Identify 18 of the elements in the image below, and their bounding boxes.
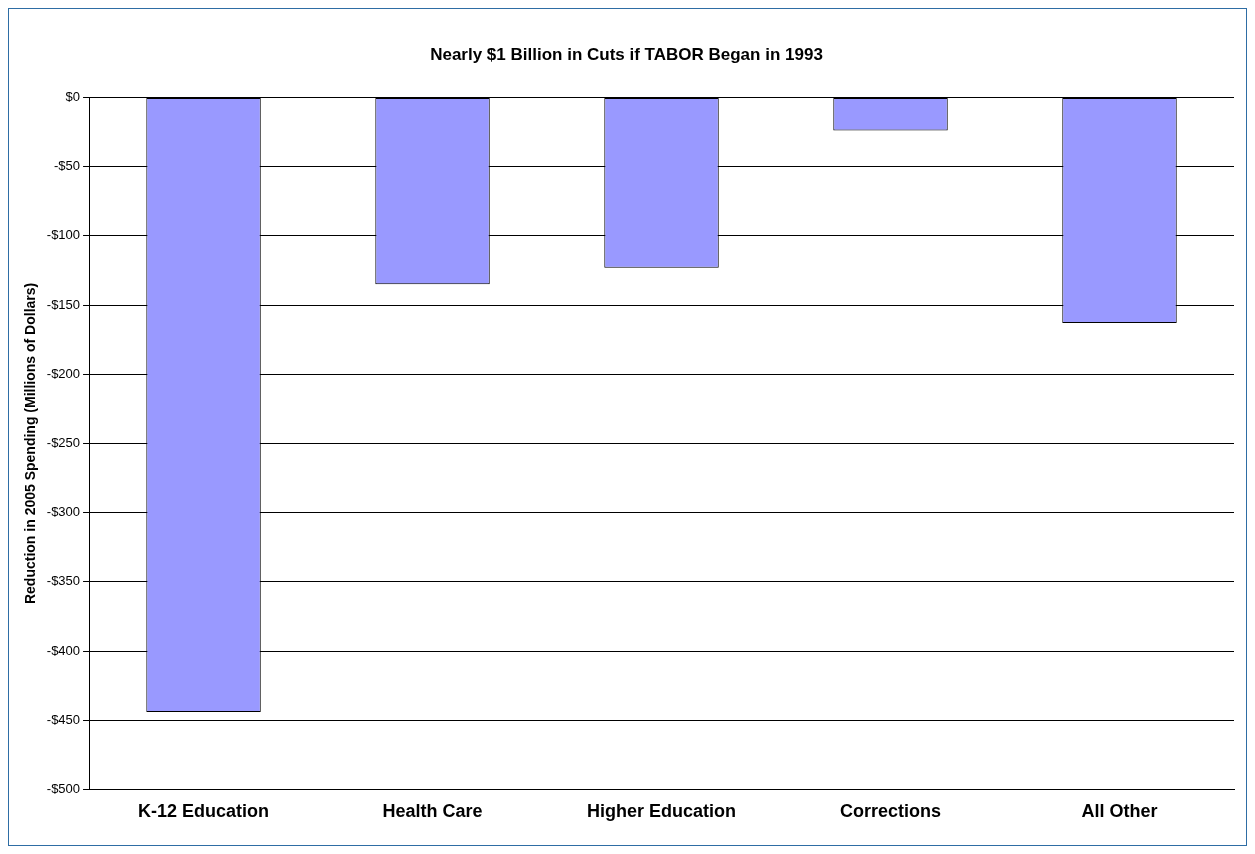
y-tick-label: -$300: [46, 504, 81, 520]
y-tick-label: -$500: [46, 780, 81, 796]
y-tick-label: -$250: [46, 434, 81, 450]
y-tick-label: -$150: [46, 296, 81, 312]
y-tick-label: -$50: [54, 158, 81, 174]
y-tick-label: $0: [65, 88, 81, 104]
x-tick-label: Higher Education: [587, 801, 737, 822]
y-tick-label: -$400: [46, 642, 81, 658]
x-tick-label: All Other: [1081, 801, 1158, 822]
y-tick-label: -$350: [46, 573, 81, 589]
chart-title: Nearly $1 Billion in Cuts if TABOR Began in 1993: [430, 44, 823, 64]
y-tick-label: -$100: [46, 227, 81, 243]
x-tick-label: Corrections: [840, 801, 942, 822]
x-tick-label: Health Care: [382, 801, 483, 822]
y-axis-title: Reduction in 2005 Spending (Millions of Dollars): [22, 282, 39, 605]
y-tick-label: -$200: [46, 365, 81, 381]
y-tick-label: -$450: [46, 711, 81, 727]
x-tick-label: K-12 Education: [138, 801, 270, 822]
